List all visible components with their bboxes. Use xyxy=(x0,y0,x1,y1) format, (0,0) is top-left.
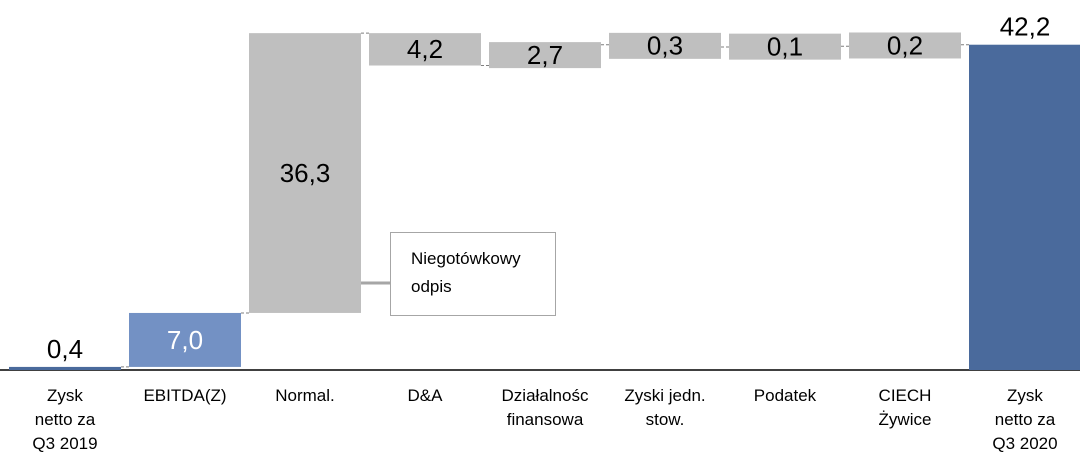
x-tick-label: Działalnośc finansowa xyxy=(501,386,589,429)
x-tick-label: Zyski jedn. stow. xyxy=(624,386,706,429)
value-label: 0,2 xyxy=(887,30,923,60)
annotation: Niegotówkowy odpis xyxy=(390,232,556,316)
x-tick-label: D&A xyxy=(407,386,443,405)
x-tick-label: Podatek xyxy=(753,386,817,405)
bar xyxy=(609,32,721,59)
bar xyxy=(489,42,601,69)
value-label: 4,2 xyxy=(407,34,443,64)
x-tick-label: EBITDA(Z) xyxy=(143,386,227,405)
value-label: 0,3 xyxy=(647,31,683,61)
bar xyxy=(369,33,481,66)
value-label: 36,3 xyxy=(280,158,331,188)
value-label: 42,2 xyxy=(1000,12,1051,42)
value-label: 2,7 xyxy=(527,40,563,70)
bar xyxy=(969,44,1080,370)
value-label: 0,4 xyxy=(47,334,83,364)
bar xyxy=(9,366,121,370)
x-tick-label: Normal. xyxy=(275,386,335,405)
bar xyxy=(249,33,361,313)
bar xyxy=(129,312,241,367)
bar xyxy=(849,32,961,59)
x-tick-label: Zysk netto za Q3 2020 xyxy=(992,386,1058,453)
bar xyxy=(729,33,841,60)
x-tick-label: Zysk netto za Q3 2019 xyxy=(32,386,98,453)
value-label: 7,0 xyxy=(167,325,203,355)
x-tick-label: CIECH Żywice xyxy=(878,386,932,429)
value-label: 0,1 xyxy=(767,32,803,62)
